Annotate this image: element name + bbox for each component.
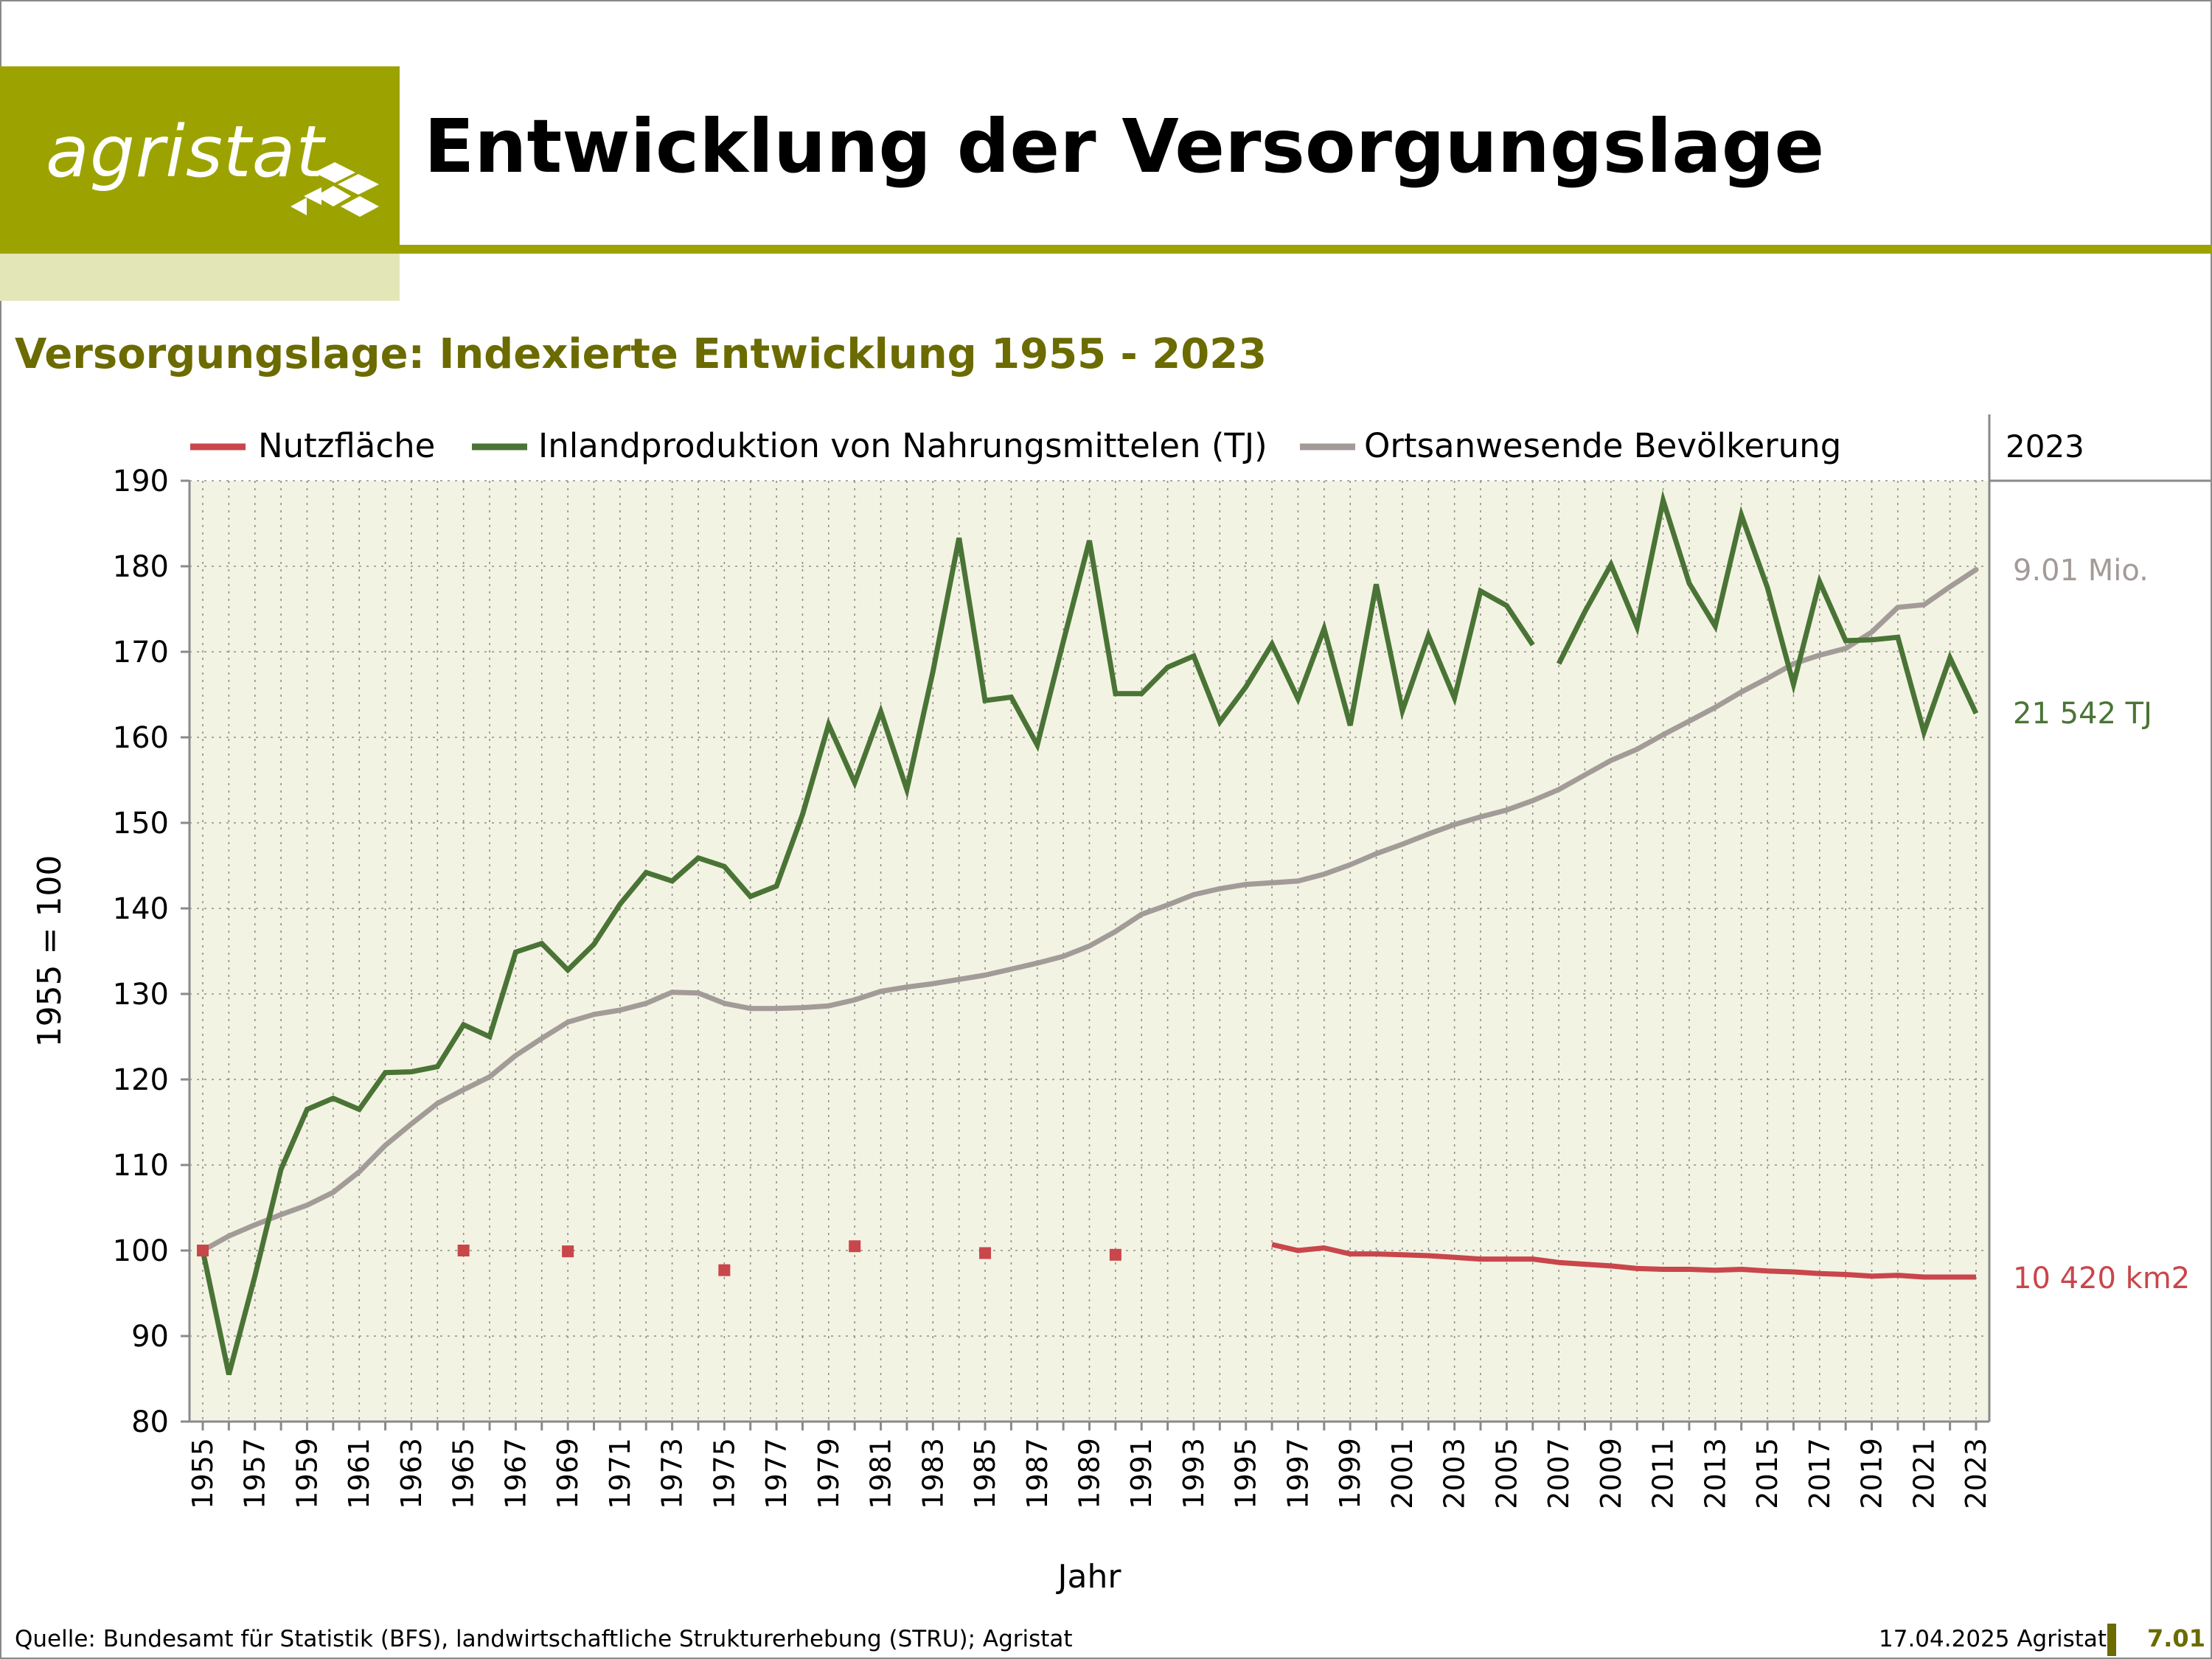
- x-tick-label: 1987: [1021, 1438, 1054, 1509]
- footer-date: 17.04.2025 Agristat: [1879, 1626, 2107, 1652]
- x-tick-label: 1979: [813, 1438, 845, 1509]
- x-tick-label: 1955: [187, 1438, 219, 1509]
- x-tick-label: 1999: [1334, 1438, 1366, 1509]
- x-tick-label: 1991: [1125, 1438, 1158, 1509]
- series-bevoelkerung-line: [200, 567, 1979, 1253]
- y-axis-title: 1955 = 100: [31, 855, 69, 1048]
- x-tick-label: 1989: [1074, 1438, 1106, 1509]
- y-tick-label: 170: [113, 636, 169, 669]
- x-tick-label: 1973: [656, 1438, 689, 1509]
- x-tick-label: 1983: [917, 1438, 949, 1509]
- x-tick-label: 2021: [1907, 1438, 1940, 1509]
- end-label-header: 2023: [2006, 428, 2084, 465]
- x-tick-label: 1967: [499, 1438, 532, 1509]
- series-end-label: 10 420 km2: [2013, 1262, 2190, 1295]
- x-tick-label: 1959: [291, 1438, 323, 1509]
- x-axis-title: Jahr: [1056, 1558, 1122, 1596]
- series-inlandproduktion-line: [200, 538, 1535, 1376]
- x-tick-label: 1969: [552, 1438, 584, 1509]
- x-tick-label: 1965: [448, 1438, 480, 1509]
- x-tick-label: 1995: [1230, 1438, 1262, 1509]
- y-tick-label: 150: [113, 807, 169, 841]
- x-tick-label: 1977: [760, 1438, 793, 1509]
- x-tick-label: 1997: [1281, 1438, 1314, 1509]
- agristat-logo: [0, 66, 400, 254]
- series-nutzflaeche-line: [1271, 1242, 1976, 1280]
- legend-label: Ortsanwesende Bevölkerung: [1364, 426, 1841, 465]
- legend-label: Inlandproduktion von Nahrungsmittelen (T…: [538, 426, 1267, 465]
- series-end-label: 21 542 TJ: [2013, 697, 2152, 731]
- footer-source: Quelle: Bundesamt für Statistik (BFS), l…: [15, 1626, 1073, 1652]
- y-tick-label: 190: [113, 465, 169, 498]
- series-nutzflaeche-marker: [457, 1245, 470, 1256]
- y-tick-label: 130: [113, 978, 169, 1012]
- series-nutzflaeche-marker: [718, 1264, 731, 1276]
- x-tick-label: 2015: [1751, 1438, 1784, 1509]
- x-tick-label: 1993: [1178, 1438, 1210, 1509]
- y-tick-label: 100: [113, 1234, 169, 1268]
- legend-label: Nutzfläche: [258, 426, 435, 465]
- logo-diamond-icon: [291, 162, 379, 217]
- x-tick-label: 2001: [1386, 1438, 1419, 1509]
- y-tick-label: 140: [113, 892, 169, 926]
- y-tick-label: 80: [131, 1405, 169, 1439]
- x-tick-label: 2007: [1543, 1438, 1575, 1509]
- series-inlandproduktion-line: [1556, 490, 1979, 741]
- y-tick-label: 110: [113, 1149, 169, 1183]
- y-tick-label: 120: [113, 1063, 169, 1097]
- y-tick-label: 180: [113, 550, 169, 584]
- x-tick-label: 1985: [969, 1438, 1001, 1509]
- y-tick-label: 160: [113, 721, 169, 755]
- x-tick-label: 1961: [343, 1438, 375, 1509]
- series-end-label: 9.01 Mio.: [2013, 554, 2149, 588]
- logo-accent-strip: [0, 254, 400, 301]
- series-nutzflaeche-marker: [197, 1245, 209, 1256]
- x-tick-label: 2009: [1595, 1438, 1627, 1509]
- x-tick-label: 1975: [708, 1438, 740, 1509]
- series-nutzflaeche-marker: [562, 1245, 574, 1258]
- x-tick-label: 1963: [395, 1438, 428, 1509]
- y-tick-label: 90: [131, 1320, 169, 1354]
- series-nutzflaeche-marker: [849, 1240, 861, 1253]
- chart-title: Versorgungslage: Indexierte Entwicklung …: [15, 330, 1267, 378]
- x-tick-label: 2013: [1699, 1438, 1731, 1509]
- x-tick-label: 2023: [1960, 1438, 1992, 1509]
- x-tick-label: 2003: [1439, 1438, 1471, 1509]
- x-tick-label: 1971: [604, 1438, 636, 1509]
- x-tick-label: 2005: [1490, 1438, 1523, 1509]
- x-tick-label: 1957: [239, 1438, 271, 1509]
- x-tick-label: 2019: [1856, 1438, 1888, 1509]
- page-number: 7.01: [2147, 1624, 2205, 1652]
- x-tick-label: 1981: [865, 1438, 897, 1509]
- logo-text: agristat: [46, 111, 325, 193]
- x-tick-label: 2011: [1647, 1438, 1680, 1509]
- x-tick-label: 2017: [1804, 1438, 1836, 1509]
- series-nutzflaeche-marker: [1109, 1248, 1121, 1261]
- page-title: Entwicklung der Versorgungslage: [424, 103, 1825, 189]
- line-chart: 80 90 100 110 120 130 140 150 160 170 180 190 1955 19…: [31, 414, 2212, 1596]
- series-nutzflaeche-marker: [979, 1247, 992, 1259]
- footer-divider: [2107, 1624, 2116, 1656]
- header-rule: [400, 245, 2212, 254]
